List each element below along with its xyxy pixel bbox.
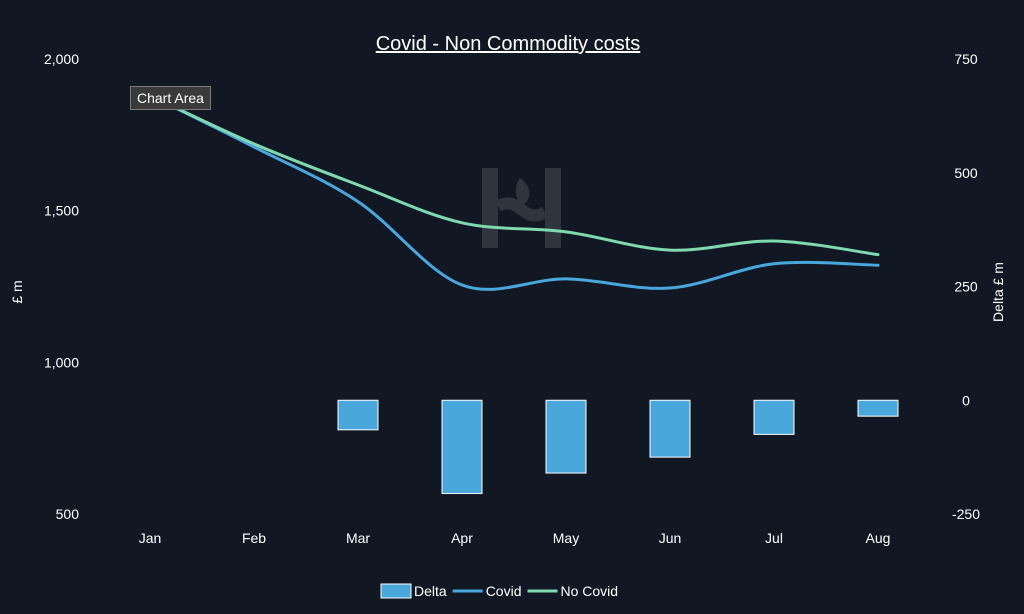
y2-tick-label: 500 [954, 165, 978, 181]
covid-line [148, 93, 880, 291]
x-tick-label: Mar [346, 530, 370, 546]
y-tick-label: 500 [56, 506, 80, 522]
x-tick-label: Aug [866, 530, 891, 546]
y-tick-label: 1,500 [44, 203, 79, 219]
x-tick-label: Jun [659, 530, 682, 546]
delta-bar [649, 399, 691, 458]
watermark-logo [482, 168, 561, 248]
chart-area-tooltip: Chart Area [130, 86, 211, 110]
delta-bar [545, 399, 587, 474]
legend-swatch-delta [380, 583, 412, 599]
delta-bar [441, 399, 483, 495]
y2-tick-label: 250 [954, 279, 978, 295]
x-tick-label: May [553, 530, 579, 546]
legend-label-delta: Delta [414, 583, 447, 599]
y2-axis-label: Delta £ m [990, 262, 1006, 322]
legend-label-covid: Covid [486, 583, 522, 599]
x-tick-label: Apr [451, 530, 473, 546]
x-tick-label: Feb [242, 530, 266, 546]
delta-bar [857, 399, 899, 417]
delta-bar [753, 399, 795, 435]
no-covid-line [148, 93, 880, 257]
legend-label-no-covid: No Covid [560, 583, 618, 599]
y-tick-label: 2,000 [44, 51, 79, 67]
y2-tick-label: 0 [962, 392, 970, 408]
delta-bar [337, 399, 379, 431]
x-tick-label: Jan [139, 530, 162, 546]
chart-title: Covid - Non Commodity costs [376, 33, 641, 55]
y-axis-label: £ m [9, 280, 25, 303]
y-tick-label: 1,000 [44, 354, 79, 370]
y2-tick-label: -250 [952, 506, 980, 522]
y2-tick-label: 750 [954, 51, 978, 67]
x-tick-label: Jul [765, 530, 783, 546]
